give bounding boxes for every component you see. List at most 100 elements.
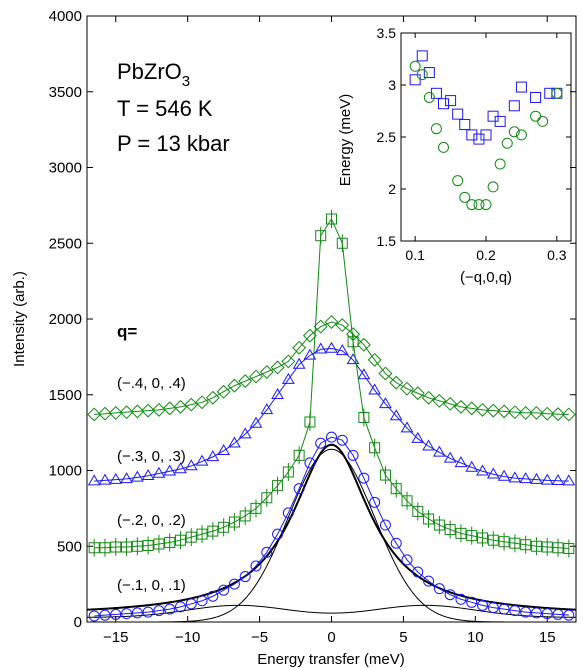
data-point xyxy=(552,608,564,620)
data-point xyxy=(347,336,359,348)
data-point xyxy=(238,374,253,389)
series-line xyxy=(94,321,569,415)
data-point xyxy=(444,524,456,536)
data-point xyxy=(369,442,381,454)
data-point xyxy=(131,540,143,552)
y-tick-label: 2500 xyxy=(49,235,82,252)
data-point xyxy=(98,473,112,485)
data-point xyxy=(541,541,553,553)
data-point xyxy=(369,496,381,508)
data-point xyxy=(142,606,154,618)
data-point xyxy=(423,513,435,525)
y-tick-label: 3000 xyxy=(49,160,82,177)
data-point xyxy=(164,603,176,615)
data-point xyxy=(239,571,251,583)
data-point xyxy=(292,340,307,355)
data-point xyxy=(206,450,220,462)
x-tick-label: 0 xyxy=(327,629,335,646)
inset-data-point xyxy=(473,199,485,211)
data-point xyxy=(443,396,458,411)
data-point xyxy=(304,416,316,428)
data-point xyxy=(389,375,404,390)
data-point xyxy=(433,519,445,531)
data-point xyxy=(282,507,294,519)
data-point xyxy=(196,595,208,607)
data-point xyxy=(108,405,123,420)
data-point xyxy=(249,369,263,384)
data-point xyxy=(357,368,371,380)
data-point xyxy=(390,537,402,549)
data-point xyxy=(205,390,220,405)
data-point xyxy=(433,583,445,595)
data-point xyxy=(184,459,198,471)
data-point xyxy=(303,348,317,360)
data-point xyxy=(130,404,145,419)
data-point xyxy=(455,527,467,539)
data-point xyxy=(497,469,511,481)
data-point xyxy=(540,406,555,421)
inset-data-point xyxy=(466,129,478,141)
data-point xyxy=(282,466,294,478)
data-point xyxy=(195,454,209,466)
inset-data-point xyxy=(501,137,513,149)
inset-plot: 0.1 0.2 0.3 1.5 2 2.5 3 3.5 (−q,0,q) Energy (me… xyxy=(337,25,572,286)
data-point xyxy=(207,590,219,602)
data-point xyxy=(379,397,392,409)
data-point xyxy=(151,402,166,417)
data-point xyxy=(315,437,327,449)
data-point xyxy=(518,405,533,420)
data-point xyxy=(411,431,425,443)
data-point xyxy=(401,554,413,566)
data-point xyxy=(412,566,424,578)
data-point xyxy=(433,445,446,457)
inset-y-tick-label: 3.5 xyxy=(377,25,397,41)
data-point xyxy=(465,460,479,472)
data-point xyxy=(487,602,499,614)
y-tick-label: 3500 xyxy=(49,84,82,101)
data-point xyxy=(271,388,284,399)
data-point xyxy=(347,449,359,461)
data-point xyxy=(238,427,252,439)
inset-data-point xyxy=(508,100,520,112)
data-point xyxy=(326,213,337,225)
data-point xyxy=(185,531,197,543)
data-point xyxy=(227,378,242,393)
inset-y-tick-label: 1.5 xyxy=(377,233,397,249)
data-point xyxy=(163,464,177,476)
inset-data-point xyxy=(423,67,435,79)
data-point xyxy=(131,607,143,619)
data-point xyxy=(98,406,112,421)
inset-data-point xyxy=(480,129,492,141)
data-point xyxy=(110,608,122,620)
data-point xyxy=(455,593,467,605)
x-axis-label: Energy transfer (meV) xyxy=(257,651,405,668)
main-plot: −15 −10 −5 0 5 10 15 0 500 1000 1500 2000 2500 3000 35… xyxy=(11,8,577,668)
inset-data-point xyxy=(544,87,556,99)
data-point xyxy=(207,525,219,537)
data-point xyxy=(260,403,274,415)
inset-data-point xyxy=(459,119,471,131)
data-point xyxy=(281,372,295,384)
q-label: q= xyxy=(117,322,137,341)
data-point xyxy=(367,352,382,367)
data-point xyxy=(315,230,327,242)
inset-data-point xyxy=(494,158,506,170)
data-point xyxy=(314,342,328,354)
series-label-q03: (−.3, 0, .3) xyxy=(117,448,186,465)
data-point xyxy=(551,474,565,486)
inset-data-point xyxy=(515,129,527,141)
series-diamond xyxy=(87,315,576,422)
inset-x-tick-label: 0.2 xyxy=(476,247,496,263)
data-point xyxy=(476,464,489,476)
data-point xyxy=(261,546,273,558)
data-point xyxy=(272,528,284,540)
series-circle xyxy=(88,431,575,622)
data-point xyxy=(87,407,102,422)
series-square xyxy=(88,210,575,558)
data-point xyxy=(519,472,533,484)
data-point xyxy=(400,381,414,396)
inset-data-point xyxy=(409,60,421,72)
data-point xyxy=(141,403,156,418)
data-point xyxy=(520,539,532,551)
data-point xyxy=(520,606,532,618)
